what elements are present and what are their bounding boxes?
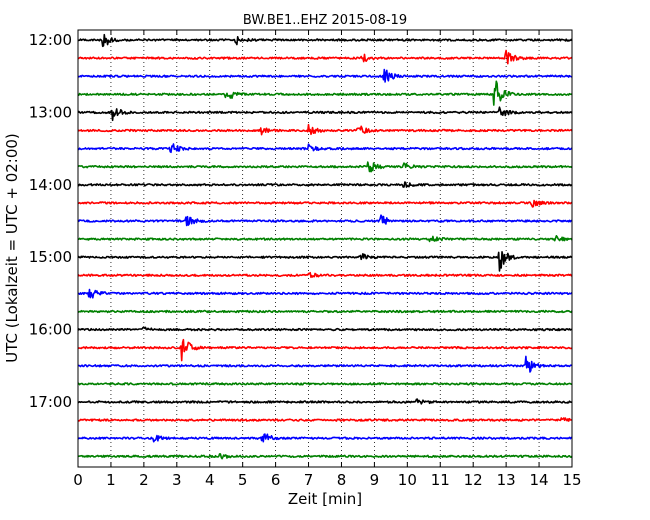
trace-line-1715 bbox=[77, 417, 573, 422]
x-axis-ticks: 0 1 2 3 4 5 6 7 8 9 10 11 12 13 14 15 bbox=[73, 30, 582, 489]
grid-lines bbox=[110, 30, 540, 467]
x-tick-label: 2 bbox=[139, 471, 149, 489]
trace-line-1745 bbox=[77, 453, 573, 460]
trace-line-1300 bbox=[77, 106, 573, 122]
trace-line-1215 bbox=[78, 49, 573, 65]
trace-line-1330 bbox=[77, 143, 573, 154]
x-tick-label: 0 bbox=[73, 471, 83, 489]
trace-line-1400 bbox=[77, 181, 573, 188]
y-tick-label: 12:00 bbox=[29, 31, 72, 49]
trace-line-1545 bbox=[77, 309, 573, 314]
y-tick-label: 15:00 bbox=[29, 248, 72, 266]
trace-line-1645 bbox=[77, 382, 573, 386]
x-tick-label: 13 bbox=[497, 471, 516, 489]
trace-line-1630 bbox=[77, 355, 573, 373]
x-tick-label: 10 bbox=[398, 471, 417, 489]
y-tick-label: 16:00 bbox=[29, 321, 72, 339]
trace-line-1500 bbox=[77, 251, 573, 272]
x-tick-label: 1 bbox=[106, 471, 116, 489]
x-tick-label: 8 bbox=[337, 471, 347, 489]
trace-line-1730 bbox=[77, 433, 573, 443]
x-tick-label: 15 bbox=[562, 471, 581, 489]
trace-line-1200 bbox=[77, 33, 573, 48]
y-tick-label: 14:00 bbox=[29, 176, 72, 194]
x-tick-label: 7 bbox=[304, 471, 314, 489]
x-axis-label: Zeit [min] bbox=[288, 490, 362, 508]
x-tick-label: 14 bbox=[530, 471, 549, 489]
x-tick-label: 12 bbox=[464, 471, 483, 489]
trace-line-1600 bbox=[77, 326, 573, 332]
y-axis-label: UTC (Lokalzeit = UTC + 02:00) bbox=[3, 133, 21, 363]
y-tick-label: 17:00 bbox=[29, 393, 72, 411]
x-tick-label: 11 bbox=[431, 471, 450, 489]
trace-line-1515 bbox=[77, 271, 573, 279]
trace-line-1530 bbox=[77, 288, 573, 299]
x-tick-label: 6 bbox=[271, 471, 281, 489]
plot-frame bbox=[77, 29, 573, 468]
trace-lines bbox=[77, 33, 573, 460]
y-axis-ticks: 12:00 13:00 14:00 15:00 16:00 17:00 bbox=[29, 31, 572, 411]
trace-line-1445 bbox=[77, 235, 573, 243]
trace-line-1415 bbox=[77, 199, 573, 208]
trace-line-1315 bbox=[77, 123, 573, 136]
trace-line-1230 bbox=[77, 68, 573, 83]
x-tick-label: 9 bbox=[370, 471, 380, 489]
chart-title: BW.BE1..EHZ 2015-08-19 bbox=[243, 13, 407, 28]
x-tick-label: 3 bbox=[172, 471, 182, 489]
trace-line-1615 bbox=[77, 338, 573, 362]
x-tick-label: 4 bbox=[205, 471, 215, 489]
trace-line-1245 bbox=[77, 80, 573, 106]
y-tick-label: 13:00 bbox=[29, 103, 72, 121]
trace-line-1430 bbox=[77, 214, 572, 227]
x-tick-label: 5 bbox=[238, 471, 248, 489]
trace-line-1345 bbox=[77, 161, 573, 173]
trace-line-1700 bbox=[77, 398, 573, 405]
